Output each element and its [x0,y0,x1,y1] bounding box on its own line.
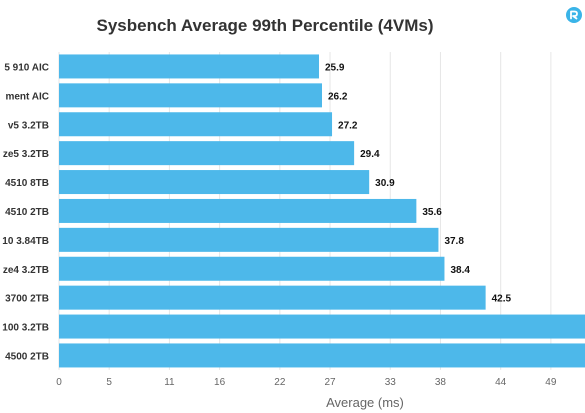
x-tick-label: 22 [274,377,286,388]
x-tick-label: 33 [385,377,397,388]
category-label: 3700 2TB [5,294,49,305]
bar [59,256,445,281]
x-tick-label: 5 [106,377,112,388]
chart-title: Sysbench Average 99th Percentile (4VMs) [96,16,434,35]
category-label: ze5 3.2TB [3,149,49,160]
category-label: ze4 3.2TB [3,265,49,276]
category-labels: 5 910 AIC ment AIC v5 3.2TB ze5 3.2TB 4510 8… [2,62,49,362]
value-label: 38.4 [450,265,470,276]
category-label: 5 910 AIC [4,62,49,73]
brand-logo-icon [566,7,582,23]
bar [59,227,439,252]
x-tick-label: 16 [214,377,226,388]
x-tick-label: 49 [545,377,557,388]
category-label: 4510 8TB [5,178,49,189]
value-label: 27.2 [338,120,358,131]
category-label: 100 3.2TB [2,323,49,334]
bar [59,112,333,137]
x-tick-label: 44 [495,377,507,388]
bar [59,198,417,223]
category-label: ment AIC [5,91,49,102]
bars [59,54,585,368]
category-label: 4500 2TB [5,351,49,362]
value-label: 35.6 [422,207,442,218]
value-label: 25.9 [325,62,345,73]
bar [59,170,370,195]
category-label: 10 3.84TB [2,236,49,247]
x-tick-label: 11 [164,377,175,388]
value-label: 29.4 [360,149,380,160]
x-tick-label: 38 [435,377,447,388]
bar [59,343,585,368]
bar [59,314,585,339]
value-label: 42.5 [492,294,512,305]
x-tick-labels: 0 5 11 16 22 27 33 38 44 49 [56,377,557,388]
bar [59,141,355,166]
bar [59,83,322,108]
value-label: 30.9 [375,178,395,189]
category-label: 4510 2TB [5,207,49,218]
category-label: v5 3.2TB [8,120,49,131]
bar [59,54,319,79]
bar [59,285,486,310]
value-label: 37.8 [444,236,464,247]
value-labels: 25.9 26.2 27.2 29.4 30.9 35.6 37.8 38.4 42.5 [325,62,512,304]
x-tick-label: 27 [324,377,336,388]
x-tick-label: 0 [56,377,62,388]
value-label: 26.2 [328,91,348,102]
x-axis-label: Average (ms) [326,395,404,410]
